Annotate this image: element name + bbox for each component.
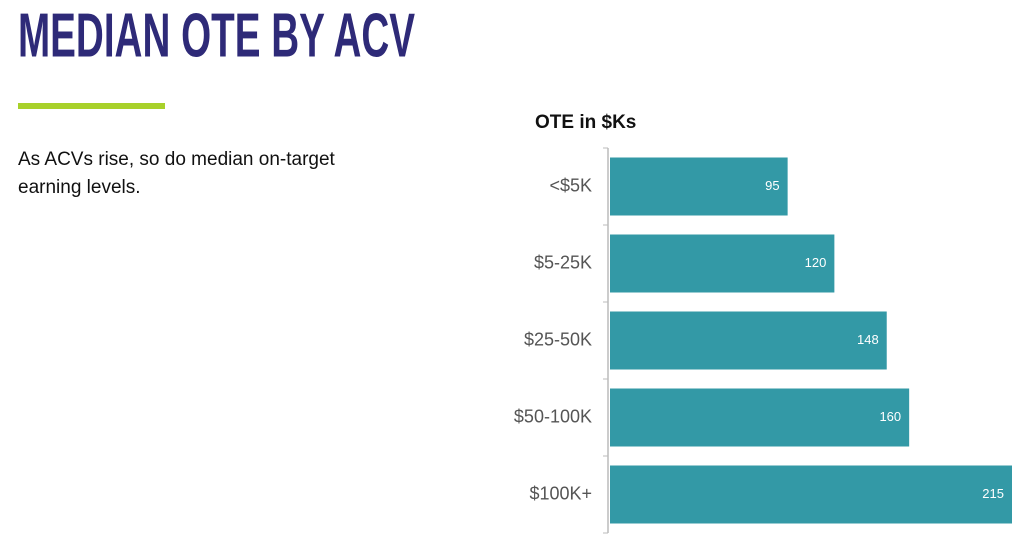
bar xyxy=(610,311,887,370)
title-box: MEDIAN OTE BY ACV xyxy=(18,2,415,70)
chart-title: OTE in $Ks xyxy=(535,112,636,133)
value-label: 160 xyxy=(879,409,901,424)
slide-title: MEDIAN OTE BY ACV xyxy=(18,2,415,70)
category-label: <$5K xyxy=(549,175,592,195)
bar xyxy=(610,157,788,216)
accent-bar xyxy=(18,103,165,109)
description: As ACVs rise, so do median on-target ear… xyxy=(18,149,335,198)
category-label: $100K+ xyxy=(529,483,592,503)
value-label: 120 xyxy=(805,255,827,270)
value-label: 215 xyxy=(982,486,1004,501)
category-label: $5-25K xyxy=(534,252,592,272)
bar xyxy=(610,234,835,293)
value-label: 95 xyxy=(765,178,779,193)
bar xyxy=(610,465,1012,524)
value-label: 148 xyxy=(857,332,879,347)
bar xyxy=(610,388,910,447)
category-label: $50-100K xyxy=(514,406,592,426)
category-label: $25-50K xyxy=(524,329,592,349)
